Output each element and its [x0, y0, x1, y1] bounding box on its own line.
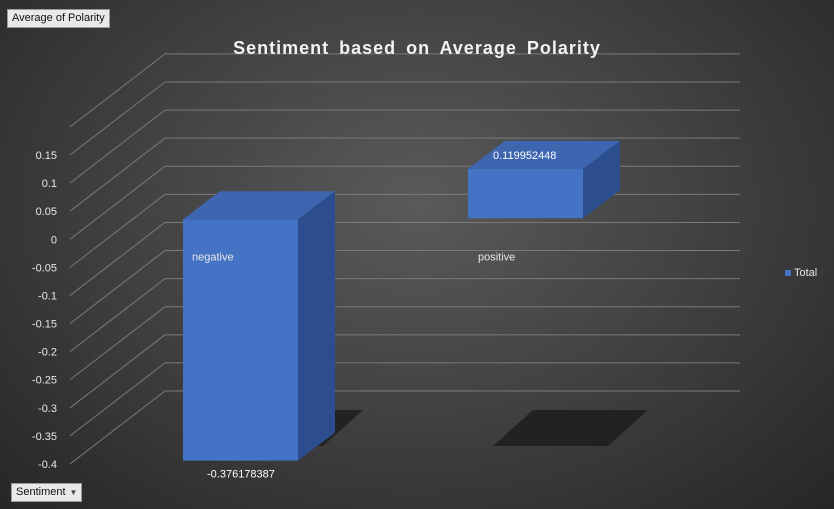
data-label: 0.119952448 [493, 150, 556, 162]
bar-top [468, 140, 620, 169]
measure-field-button[interactable]: Average of Polarity [7, 9, 110, 28]
chart-title: Sentiment based on Average Polarity [233, 38, 601, 58]
gridline-side [69, 362, 166, 437]
legend: Total [785, 267, 817, 279]
bar-shadow [493, 410, 648, 446]
gridline-side [69, 222, 166, 296]
gridline-side [69, 193, 166, 268]
data-label: -0.376178387 [207, 469, 275, 481]
gridline-side [69, 390, 166, 465]
bar-side [583, 140, 620, 219]
dropdown-arrow-icon: ▼ [69, 488, 78, 497]
gridline-side [69, 278, 166, 353]
y-tick-label: 0.05 [36, 206, 57, 218]
y-tick-label: -0.1 [38, 290, 57, 302]
gridline-side [69, 81, 166, 156]
y-tick-label: -0.15 [32, 319, 57, 331]
gridline-side [69, 334, 166, 409]
bar-top [183, 191, 335, 220]
axis-field-button[interactable]: Sentiment ▼ [11, 483, 83, 502]
y-tick-label: -0.2 [38, 347, 57, 359]
gridline-side [69, 137, 166, 212]
bar [468, 168, 583, 219]
y-tick-label: 0.15 [36, 150, 57, 162]
y-tick-label: -0.25 [32, 375, 57, 387]
y-tick-label: -0.4 [38, 459, 57, 471]
axis-field-label: Sentiment [16, 486, 66, 498]
gridline-side [69, 250, 166, 324]
gridline-side [69, 109, 166, 184]
y-tick-label: -0.35 [32, 431, 57, 443]
y-tick-label: -0.3 [38, 403, 57, 415]
legend-label: Total [794, 267, 818, 279]
gridline-side [69, 306, 166, 381]
y-tick-label: -0.05 [32, 262, 57, 274]
y-tick-label: 0 [51, 234, 57, 246]
gridline-side [69, 53, 166, 128]
bar-side [298, 191, 335, 461]
gridline-side [69, 165, 166, 240]
category-label: positive [478, 251, 515, 263]
bar [183, 219, 298, 461]
legend-swatch [785, 270, 791, 276]
y-tick-label: 0.1 [42, 178, 57, 190]
category-label: negative [192, 251, 234, 263]
